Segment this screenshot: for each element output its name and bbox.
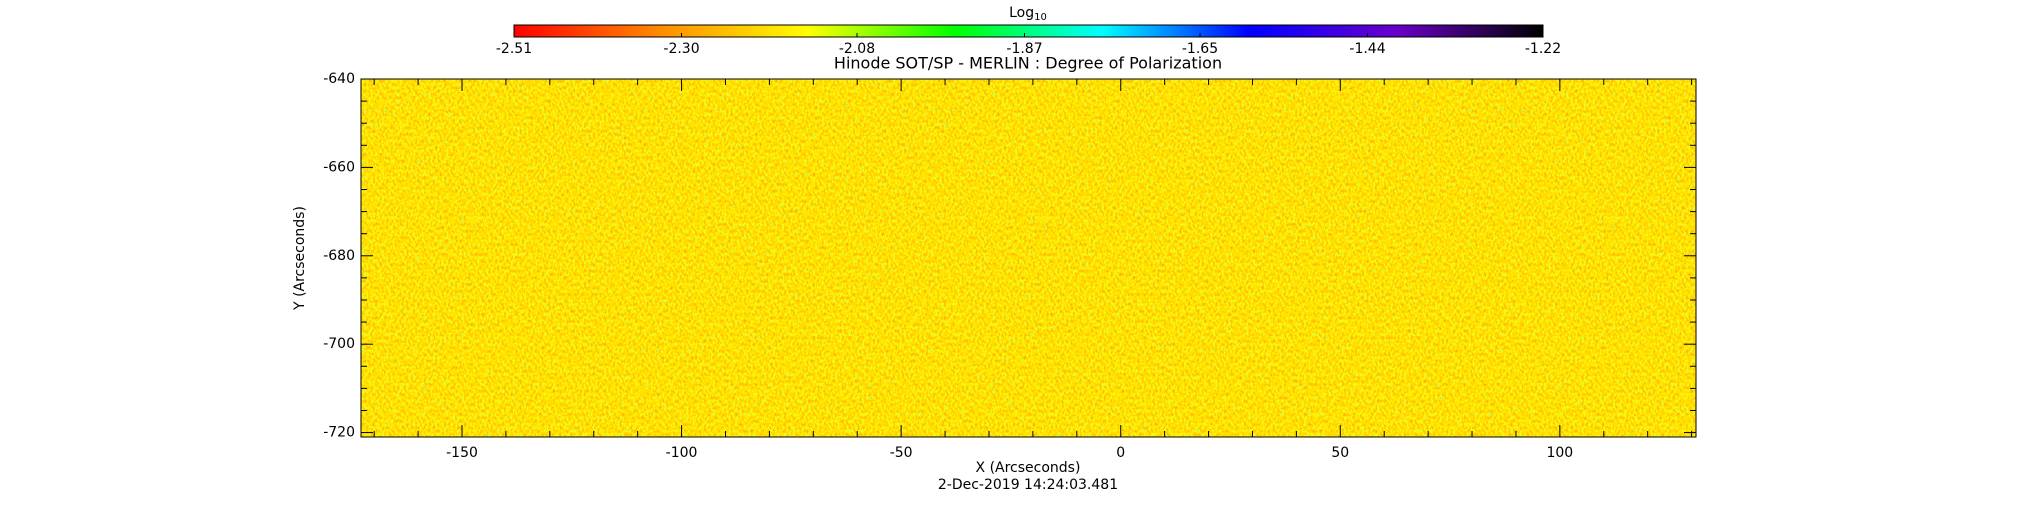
colorbar-tick-label: -1.22 (1525, 41, 1561, 57)
colorbar-label-subscript: 10 (1034, 12, 1047, 23)
y-tick-label: -700 (323, 336, 355, 352)
x-tick-label: -150 (446, 445, 478, 461)
y-tick-label: -660 (323, 159, 355, 175)
x-tick-label: 0 (1116, 445, 1125, 461)
colorbar (513, 24, 1544, 38)
date-label: 2-Dec-2019 14:24:03.481 (938, 477, 1118, 493)
x-tick-label: -100 (666, 445, 698, 461)
y-tick-label: -640 (323, 71, 355, 87)
colorbar-tick-label: -2.51 (496, 41, 532, 57)
x-tick-label: 50 (1331, 445, 1349, 461)
colorbar-label-base: Log (1009, 5, 1034, 21)
y-tick-label: -680 (323, 248, 355, 264)
colorbar-tick-label: -1.44 (1349, 41, 1385, 57)
colorbar-tick-label: -1.87 (1006, 41, 1042, 57)
x-tick-label: -50 (890, 445, 913, 461)
chart-title: Hinode SOT/SP - MERLIN : Degree of Polar… (834, 54, 1222, 73)
y-tick-label: -720 (323, 425, 355, 441)
plot-frame (360, 78, 1697, 438)
colorbar-tick-label: -1.65 (1182, 41, 1218, 57)
colorbar-tick-label: -2.08 (839, 41, 875, 57)
colorbar-tick-label: -2.30 (663, 41, 699, 57)
x-tick-label: 100 (1546, 445, 1573, 461)
x-axis-label: X (Arcseconds) (976, 460, 1081, 476)
colorbar-label: Log10 (1009, 5, 1047, 23)
heatmap-image (361, 79, 1696, 437)
y-axis-label: Y (Arcseconds) (292, 206, 308, 311)
